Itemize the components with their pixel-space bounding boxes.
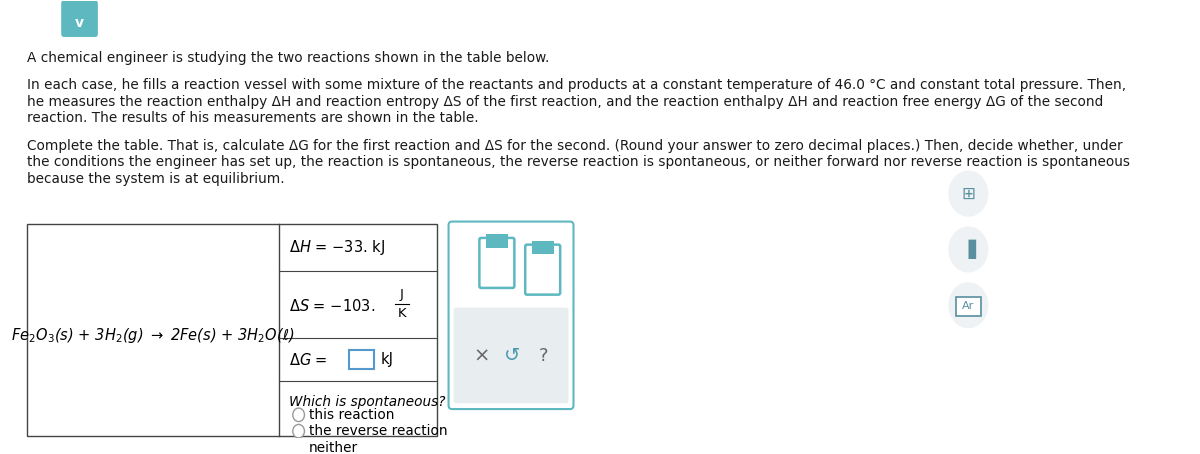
- Text: ×: ×: [473, 346, 490, 365]
- Text: Complete the table. That is, calculate ΔG for the first reaction and ΔS for the : Complete the table. That is, calculate Δ…: [28, 139, 1123, 153]
- FancyBboxPatch shape: [479, 238, 515, 288]
- Circle shape: [293, 441, 305, 454]
- Bar: [349, 350, 374, 369]
- Text: the conditions the engineer has set up, the reaction is spontaneous, the reverse: the conditions the engineer has set up, …: [28, 155, 1130, 169]
- Text: K: K: [397, 307, 407, 321]
- Text: A chemical engineer is studying the two reactions shown in the table below.: A chemical engineer is studying the two …: [28, 51, 550, 65]
- Text: ⊞: ⊞: [961, 185, 976, 202]
- Circle shape: [293, 408, 305, 422]
- Text: ?: ?: [539, 347, 548, 365]
- Text: J: J: [400, 288, 404, 301]
- Text: $\Delta H$ = $-$33. kJ: $\Delta H$ = $-$33. kJ: [289, 238, 385, 257]
- Text: In each case, he fills a reaction vessel with some mixture of the reactants and : In each case, he fills a reaction vessel…: [28, 78, 1126, 92]
- FancyBboxPatch shape: [449, 222, 574, 409]
- Text: the reverse reaction: the reverse reaction: [308, 424, 448, 438]
- Text: Fe$_2$O$_3$(s) + 3H$_2$(g) $\rightarrow$ 2Fe(s) + 3H$_2$O($\ell$): Fe$_2$O$_3$(s) + 3H$_2$(g) $\rightarrow$…: [11, 326, 294, 345]
- Text: neither: neither: [308, 440, 358, 454]
- Text: $\Delta G$ =: $\Delta G$ =: [289, 351, 329, 368]
- Bar: [28, 224, 437, 436]
- Text: this reaction: this reaction: [308, 408, 394, 422]
- Text: Which is spontaneous?: Which is spontaneous?: [289, 395, 445, 409]
- FancyBboxPatch shape: [532, 241, 553, 254]
- FancyBboxPatch shape: [486, 234, 508, 247]
- FancyBboxPatch shape: [956, 296, 980, 316]
- Text: he measures the reaction enthalpy ΔH and reaction entropy ΔS of the first reacti: he measures the reaction enthalpy ΔH and…: [28, 94, 1103, 109]
- FancyBboxPatch shape: [61, 0, 98, 37]
- FancyBboxPatch shape: [526, 245, 560, 295]
- FancyBboxPatch shape: [454, 308, 569, 403]
- Circle shape: [948, 227, 989, 272]
- Circle shape: [293, 424, 305, 438]
- Text: kJ: kJ: [382, 352, 394, 367]
- Circle shape: [948, 282, 989, 328]
- Circle shape: [948, 171, 989, 217]
- Text: Ar: Ar: [962, 301, 974, 311]
- Text: reaction. The results of his measurements are shown in the table.: reaction. The results of his measurement…: [28, 111, 479, 125]
- Text: ▐: ▐: [961, 240, 976, 259]
- Text: v: v: [76, 15, 84, 30]
- Text: because the system is at equilibrium.: because the system is at equilibrium.: [28, 172, 284, 186]
- Text: ↺: ↺: [504, 346, 520, 365]
- Text: $\Delta S$ = $-$103.: $\Delta S$ = $-$103.: [289, 298, 374, 314]
